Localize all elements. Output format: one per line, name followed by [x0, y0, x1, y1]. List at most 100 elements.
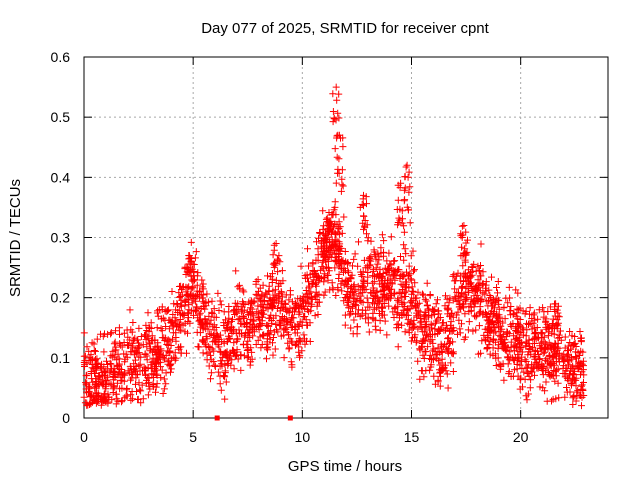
data-point — [560, 362, 568, 370]
data-point — [550, 344, 558, 352]
data-point — [494, 289, 501, 297]
data-point — [435, 310, 443, 318]
data-point — [572, 353, 580, 360]
data-point — [129, 395, 137, 403]
data-point — [160, 385, 168, 393]
data-point — [248, 348, 256, 356]
x-tick-label: 20 — [513, 429, 529, 445]
data-point — [350, 316, 358, 324]
data-point — [458, 234, 466, 241]
data-point — [421, 312, 429, 320]
data-point — [166, 362, 174, 370]
data-point — [400, 228, 408, 236]
data-point — [168, 288, 176, 295]
data-point — [574, 386, 582, 394]
data-point — [134, 344, 142, 352]
data-point — [152, 359, 160, 367]
data-point — [199, 291, 207, 299]
data-point — [332, 179, 340, 187]
data-point — [361, 223, 369, 231]
data-point — [285, 296, 293, 304]
data-point — [523, 339, 531, 347]
data-point — [274, 256, 282, 264]
data-point — [123, 386, 130, 394]
data-point — [551, 368, 559, 376]
data-point — [353, 295, 361, 303]
data-point — [230, 365, 238, 373]
data-point — [443, 304, 451, 312]
data-point — [376, 317, 384, 325]
data-point — [528, 315, 536, 322]
data-point — [334, 286, 342, 294]
data-point — [468, 263, 476, 271]
data-point — [413, 309, 421, 317]
data-point — [476, 303, 484, 311]
data-point — [305, 308, 313, 316]
data-point — [313, 291, 321, 299]
data-point — [89, 378, 97, 386]
data-point — [335, 218, 343, 226]
data-point — [240, 288, 248, 296]
data-point — [575, 364, 583, 372]
data-point — [235, 281, 243, 289]
data-point — [127, 365, 135, 373]
data-point — [505, 283, 513, 291]
y-tick-label: 0.5 — [51, 109, 71, 125]
data-point — [193, 272, 201, 280]
data-point — [239, 340, 247, 348]
data-point — [225, 355, 233, 363]
data-point — [151, 348, 159, 356]
data-point — [339, 143, 347, 151]
data-point — [205, 362, 213, 370]
data-point — [237, 303, 245, 311]
data-point — [332, 211, 340, 219]
data-point — [272, 297, 280, 305]
data-point — [232, 267, 240, 275]
data-point — [181, 328, 189, 336]
data-point — [475, 282, 483, 290]
data-point — [460, 222, 468, 229]
x-tick-label: 5 — [189, 429, 197, 445]
data-point — [531, 324, 539, 332]
data-point — [504, 328, 511, 336]
data-point — [147, 319, 155, 327]
data-point — [127, 326, 135, 334]
data-point — [436, 366, 443, 374]
data-point — [336, 259, 344, 267]
data-point — [488, 326, 495, 334]
data-point — [227, 349, 234, 357]
data-point — [430, 372, 438, 380]
data-point — [185, 306, 193, 314]
data-point — [340, 213, 348, 221]
data-point — [136, 386, 144, 394]
data-point — [536, 355, 544, 363]
data-point — [339, 182, 347, 190]
data-point — [258, 341, 266, 348]
data-point — [220, 372, 227, 380]
data-point — [335, 224, 343, 232]
data-point — [165, 316, 173, 324]
data-point — [522, 392, 530, 400]
data-point — [198, 337, 206, 345]
data-point — [461, 269, 469, 277]
data-point — [364, 303, 372, 311]
data-point — [456, 325, 464, 333]
data-point — [174, 322, 182, 330]
data-point — [177, 311, 184, 319]
data-point — [349, 262, 356, 270]
data-point — [449, 338, 457, 346]
data-point — [494, 354, 502, 362]
data-point — [238, 320, 246, 328]
data-point — [569, 378, 577, 386]
data-point — [477, 349, 485, 357]
data-point — [563, 388, 571, 396]
data-point — [87, 368, 95, 375]
data-point — [322, 236, 330, 243]
data-point — [206, 344, 214, 351]
data-point — [214, 333, 222, 341]
chart-title: Day 077 of 2025, SRMTID for receiver cpn… — [201, 20, 489, 37]
data-point — [391, 303, 399, 311]
data-point — [307, 288, 315, 296]
data-point — [301, 313, 309, 320]
data-point — [568, 332, 576, 340]
